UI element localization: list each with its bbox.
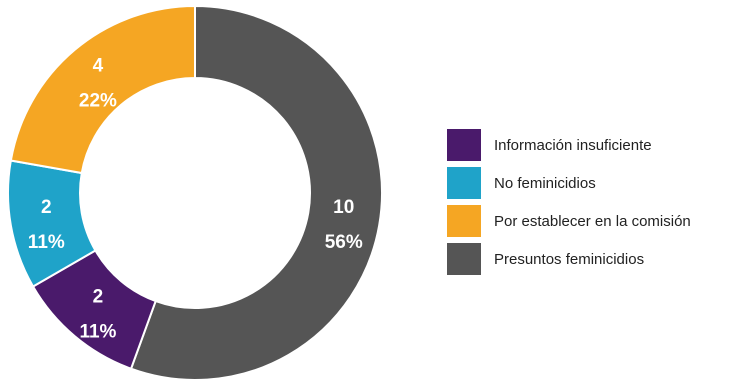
slice-value-label-informacion-insuficiente: 2 (93, 287, 104, 308)
slice-value-label-presuntos-feminicidios: 10 (333, 197, 354, 218)
slice-percent-label-no-feminicidios: 11% (28, 232, 65, 253)
slice-percent-label-informacion-insuficiente: 11% (79, 322, 116, 343)
slice-value-label-no-feminicidios: 2 (41, 197, 52, 218)
legend-swatch-informacion-insuficiente (447, 129, 481, 161)
slice-presuntos-feminicidios (129, 4, 383, 381)
legend-label-no-feminicidios: No feminicidios (494, 175, 596, 192)
slice-por-establecer-en-la-comision (9, 4, 196, 175)
slice-percent-label-presuntos-feminicidios: 56% (325, 232, 363, 253)
legend-label-presuntos-feminicidios: Presuntos feminicidios (494, 251, 644, 268)
slice-percent-label-por-establecer-en-la-comision: 22% (79, 90, 117, 111)
slice-value-label-por-establecer-en-la-comision: 4 (93, 55, 104, 76)
legend-swatch-no-feminicidios (447, 167, 481, 199)
legend-label-informacion-insuficiente: Información insuficiente (494, 137, 652, 154)
slice-labels: 10 56% 2 11% 2 11% 4 22% (28, 55, 363, 342)
legend-swatch-presuntos-feminicidios (447, 243, 481, 275)
legend: Información insuficiente No feminicidios P… (447, 129, 691, 275)
legend-swatch-por-establecer-en-la-comision (447, 205, 481, 237)
legend-label-por-establecer-en-la-comision: Por establecer en la comisión (494, 213, 691, 230)
donut-slices (7, 4, 383, 381)
